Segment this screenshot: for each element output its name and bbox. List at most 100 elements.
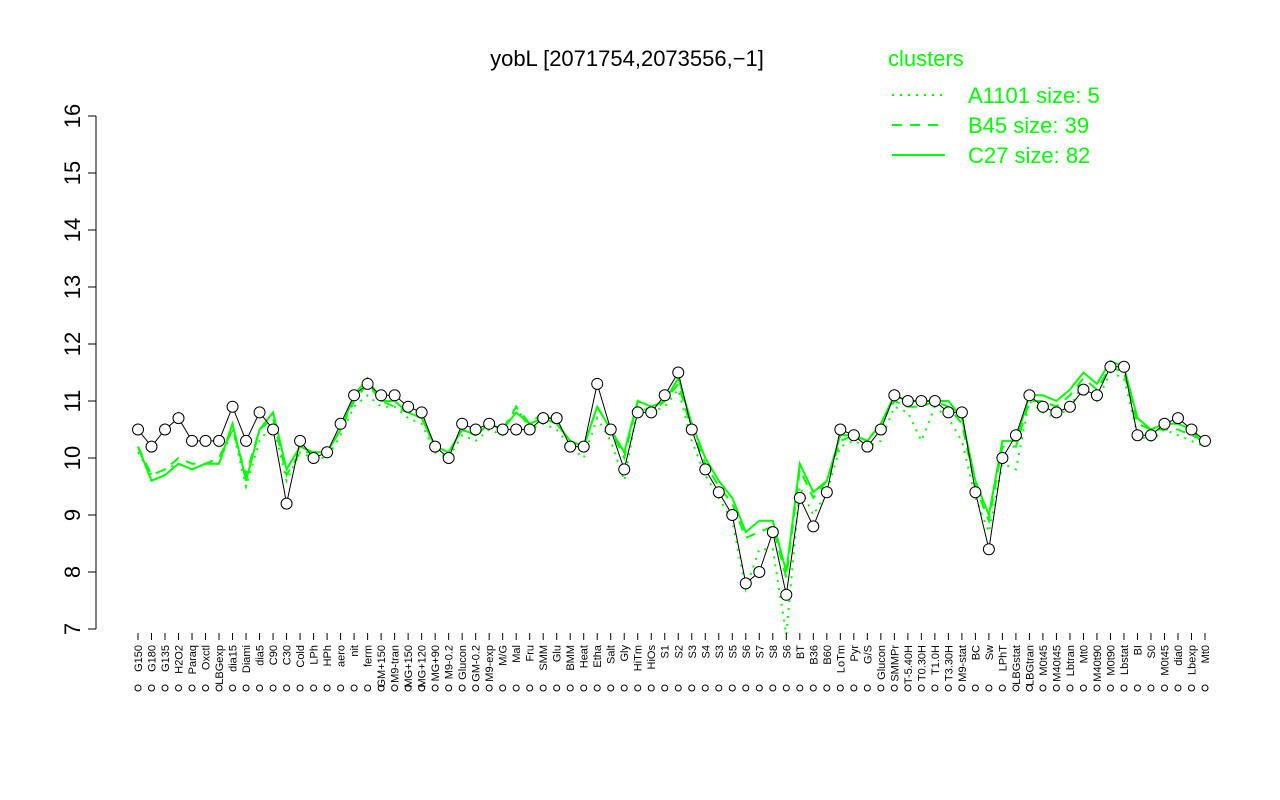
- x-tick-label: BT: [795, 645, 807, 659]
- expression-point: [334, 417, 347, 430]
- x-tick-label: Glucon: [876, 645, 888, 680]
- rug-point: [1174, 684, 1182, 692]
- x-tick-label: G135: [160, 645, 172, 672]
- rug-point: [1133, 684, 1141, 692]
- x-tick-label: S8: [768, 645, 780, 658]
- rug-point: [148, 684, 156, 692]
- x-tick-label: T-5.40H: [903, 645, 915, 684]
- rug-point: [323, 684, 331, 692]
- y-tick-label: 10: [60, 446, 85, 470]
- x-tick-label: S1: [660, 645, 672, 658]
- rug-point: [796, 684, 804, 692]
- expression-point: [213, 434, 226, 447]
- rug-point: [310, 684, 318, 692]
- x-tick-label: SMM: [538, 645, 550, 671]
- y-tick-label: 8: [60, 566, 85, 578]
- expression-point: [172, 412, 185, 425]
- x-tick-label: LoTm: [835, 645, 847, 673]
- legend-label: A1101 size: 5: [968, 83, 1100, 108]
- expression-point: [1104, 360, 1117, 373]
- expression-point: [1144, 429, 1157, 442]
- x-tick-label: Oxctl: [201, 645, 213, 670]
- x-tick-label: GM-0.2: [471, 645, 483, 682]
- x-tick-label: GM+150: [376, 645, 388, 688]
- rug-point: [890, 684, 898, 692]
- rug-point: [1093, 684, 1101, 692]
- rug-point: [944, 684, 952, 692]
- rug-point: [526, 684, 534, 692]
- x-tick-label: Diami: [241, 645, 253, 673]
- expression-point: [537, 412, 550, 425]
- expression-point: [402, 400, 415, 413]
- x-tick-label: Pyr: [849, 645, 861, 662]
- x-tick-label: M9-exp: [484, 645, 496, 682]
- x-tick-label: Gly: [619, 645, 631, 662]
- x-tick-label: Paraq: [187, 645, 199, 674]
- expression-point: [618, 463, 631, 476]
- x-tick-label: S4: [700, 645, 712, 658]
- expression-point: [1117, 360, 1130, 373]
- expression-point: [591, 377, 604, 390]
- expression-point: [753, 566, 766, 578]
- rug-point: [391, 684, 399, 692]
- x-tick-label: ferm: [363, 645, 375, 667]
- x-tick-label: T3.30H: [943, 645, 955, 681]
- expression-point: [240, 434, 253, 447]
- rug-point: [769, 684, 777, 692]
- x-tick-label: B60: [822, 645, 834, 665]
- rug-point: [566, 684, 574, 692]
- rug-point: [620, 684, 628, 692]
- x-tick-label: BMM: [565, 645, 577, 671]
- expression-point: [820, 486, 833, 499]
- y-tick-label: 13: [60, 275, 85, 299]
- expression-point: [928, 395, 941, 407]
- x-tick-label: T1.0H: [930, 645, 942, 675]
- x-tick-label: M40t45: [1051, 645, 1063, 682]
- x-tick-label: M40t90: [1092, 645, 1104, 682]
- y-tick-label: 9: [60, 509, 85, 521]
- expression-line: [137, 366, 1206, 595]
- rug-point: [512, 684, 520, 692]
- expression-point: [915, 395, 928, 407]
- rug-point: [917, 684, 925, 692]
- rug-point: [904, 684, 912, 692]
- rug-point: [350, 684, 358, 692]
- expression-point: [388, 389, 401, 402]
- expression-point: [1171, 412, 1184, 425]
- expression-point: [348, 389, 361, 402]
- rug-point: [472, 684, 480, 692]
- expression-point: [550, 412, 563, 425]
- rug-point: [728, 684, 736, 692]
- rug-point: [1187, 684, 1195, 692]
- rug-point: [823, 684, 831, 692]
- y-tick-label: 15: [60, 161, 85, 185]
- rug-point: [377, 684, 385, 692]
- x-tick-label: Mal: [511, 645, 523, 663]
- rug-point: [215, 684, 223, 692]
- x-tick-label: Salt: [606, 645, 618, 664]
- x-tick-label: Cold: [295, 645, 307, 668]
- expression-point: [901, 395, 914, 407]
- rug-point: [134, 684, 142, 692]
- rug-point: [1039, 684, 1047, 692]
- x-tick-label: LPhT: [997, 645, 1009, 672]
- expression-point: [307, 452, 320, 464]
- x-tick-label: S2: [673, 645, 685, 658]
- rug-point: [836, 684, 844, 692]
- rug-point: [1120, 684, 1128, 692]
- rug-point: [161, 684, 169, 692]
- x-tick-label: LBGexp: [214, 645, 226, 685]
- rug-point: [458, 684, 466, 692]
- x-tick-label: HiOs: [646, 645, 658, 670]
- y-tick-label: 14: [60, 218, 85, 242]
- expression-point: [294, 434, 307, 447]
- rug-point: [1160, 684, 1168, 692]
- x-tick-label: M0t90: [1105, 645, 1117, 676]
- expression-point: [442, 452, 455, 464]
- expression-point: [1158, 417, 1171, 430]
- expression-point: [1050, 406, 1063, 419]
- expression-point: [361, 377, 374, 390]
- x-tick-label: M/G: [498, 645, 510, 666]
- rug-point: [202, 684, 210, 692]
